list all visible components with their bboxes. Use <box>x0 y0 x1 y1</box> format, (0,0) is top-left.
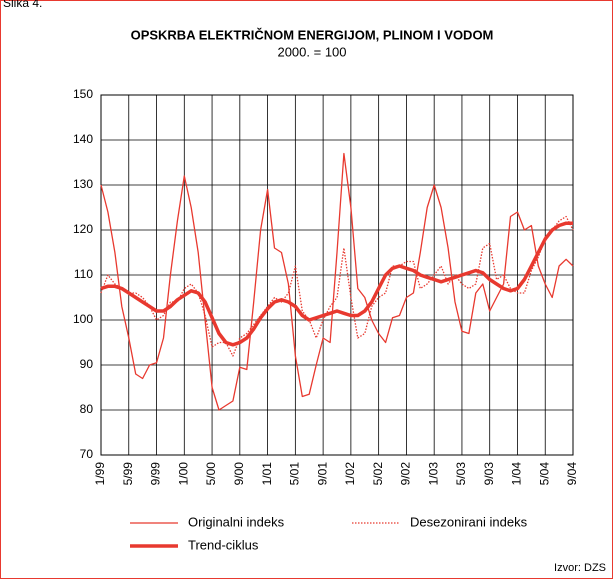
y-tick-label: 110 <box>74 267 93 281</box>
x-tick-label: 5/01 <box>288 462 302 486</box>
x-tick-label: 1/99 <box>93 462 107 486</box>
series-line <box>100 221 573 347</box>
x-tick-label: 5/02 <box>371 462 385 486</box>
y-tick-label: 140 <box>73 132 93 146</box>
y-tick-label: 80 <box>80 402 94 416</box>
x-tick-label: 9/02 <box>399 462 413 486</box>
y-tick-label: 90 <box>80 357 94 371</box>
x-tick-label: 5/04 <box>537 462 551 486</box>
x-tick-label: 5/00 <box>204 462 218 486</box>
x-tick-label: 1/00 <box>176 462 190 486</box>
y-tick-label: 120 <box>73 222 93 236</box>
x-tick-label: 1/03 <box>426 462 440 486</box>
x-tick-label: 1/01 <box>260 462 274 486</box>
y-tick-label: 150 <box>73 87 93 101</box>
chart-subtitle: 2000. = 100 <box>277 44 346 59</box>
legend-label: Trend-ciklus <box>188 537 259 552</box>
chart-title: OPSKRBA ELEKTRIČNOM ENERGIJOM, PLINOM I … <box>131 27 494 42</box>
y-tick-label: 100 <box>73 312 93 326</box>
x-tick-label: 9/01 <box>315 462 329 486</box>
legend-label: Desezonirani indeks <box>410 514 528 529</box>
x-tick-label: 1/02 <box>343 462 357 486</box>
x-tick-label: 9/03 <box>482 462 496 486</box>
y-tick-label: 70 <box>80 447 94 461</box>
x-tick-label: 5/99 <box>121 462 135 486</box>
x-tick-label: 9/04 <box>565 462 579 486</box>
x-tick-label: 9/99 <box>149 462 163 486</box>
legend-label: Originalni indeks <box>188 514 285 529</box>
y-tick-label: 130 <box>73 177 93 191</box>
caption: Slika 4. <box>3 0 42 10</box>
plot-border <box>100 94 574 456</box>
x-tick-label: 9/00 <box>232 462 246 486</box>
source: Izvor: DZS <box>554 562 606 574</box>
series-line <box>100 152 574 411</box>
x-tick-label: 5/03 <box>454 462 468 486</box>
x-tick-label: 1/04 <box>510 462 524 486</box>
